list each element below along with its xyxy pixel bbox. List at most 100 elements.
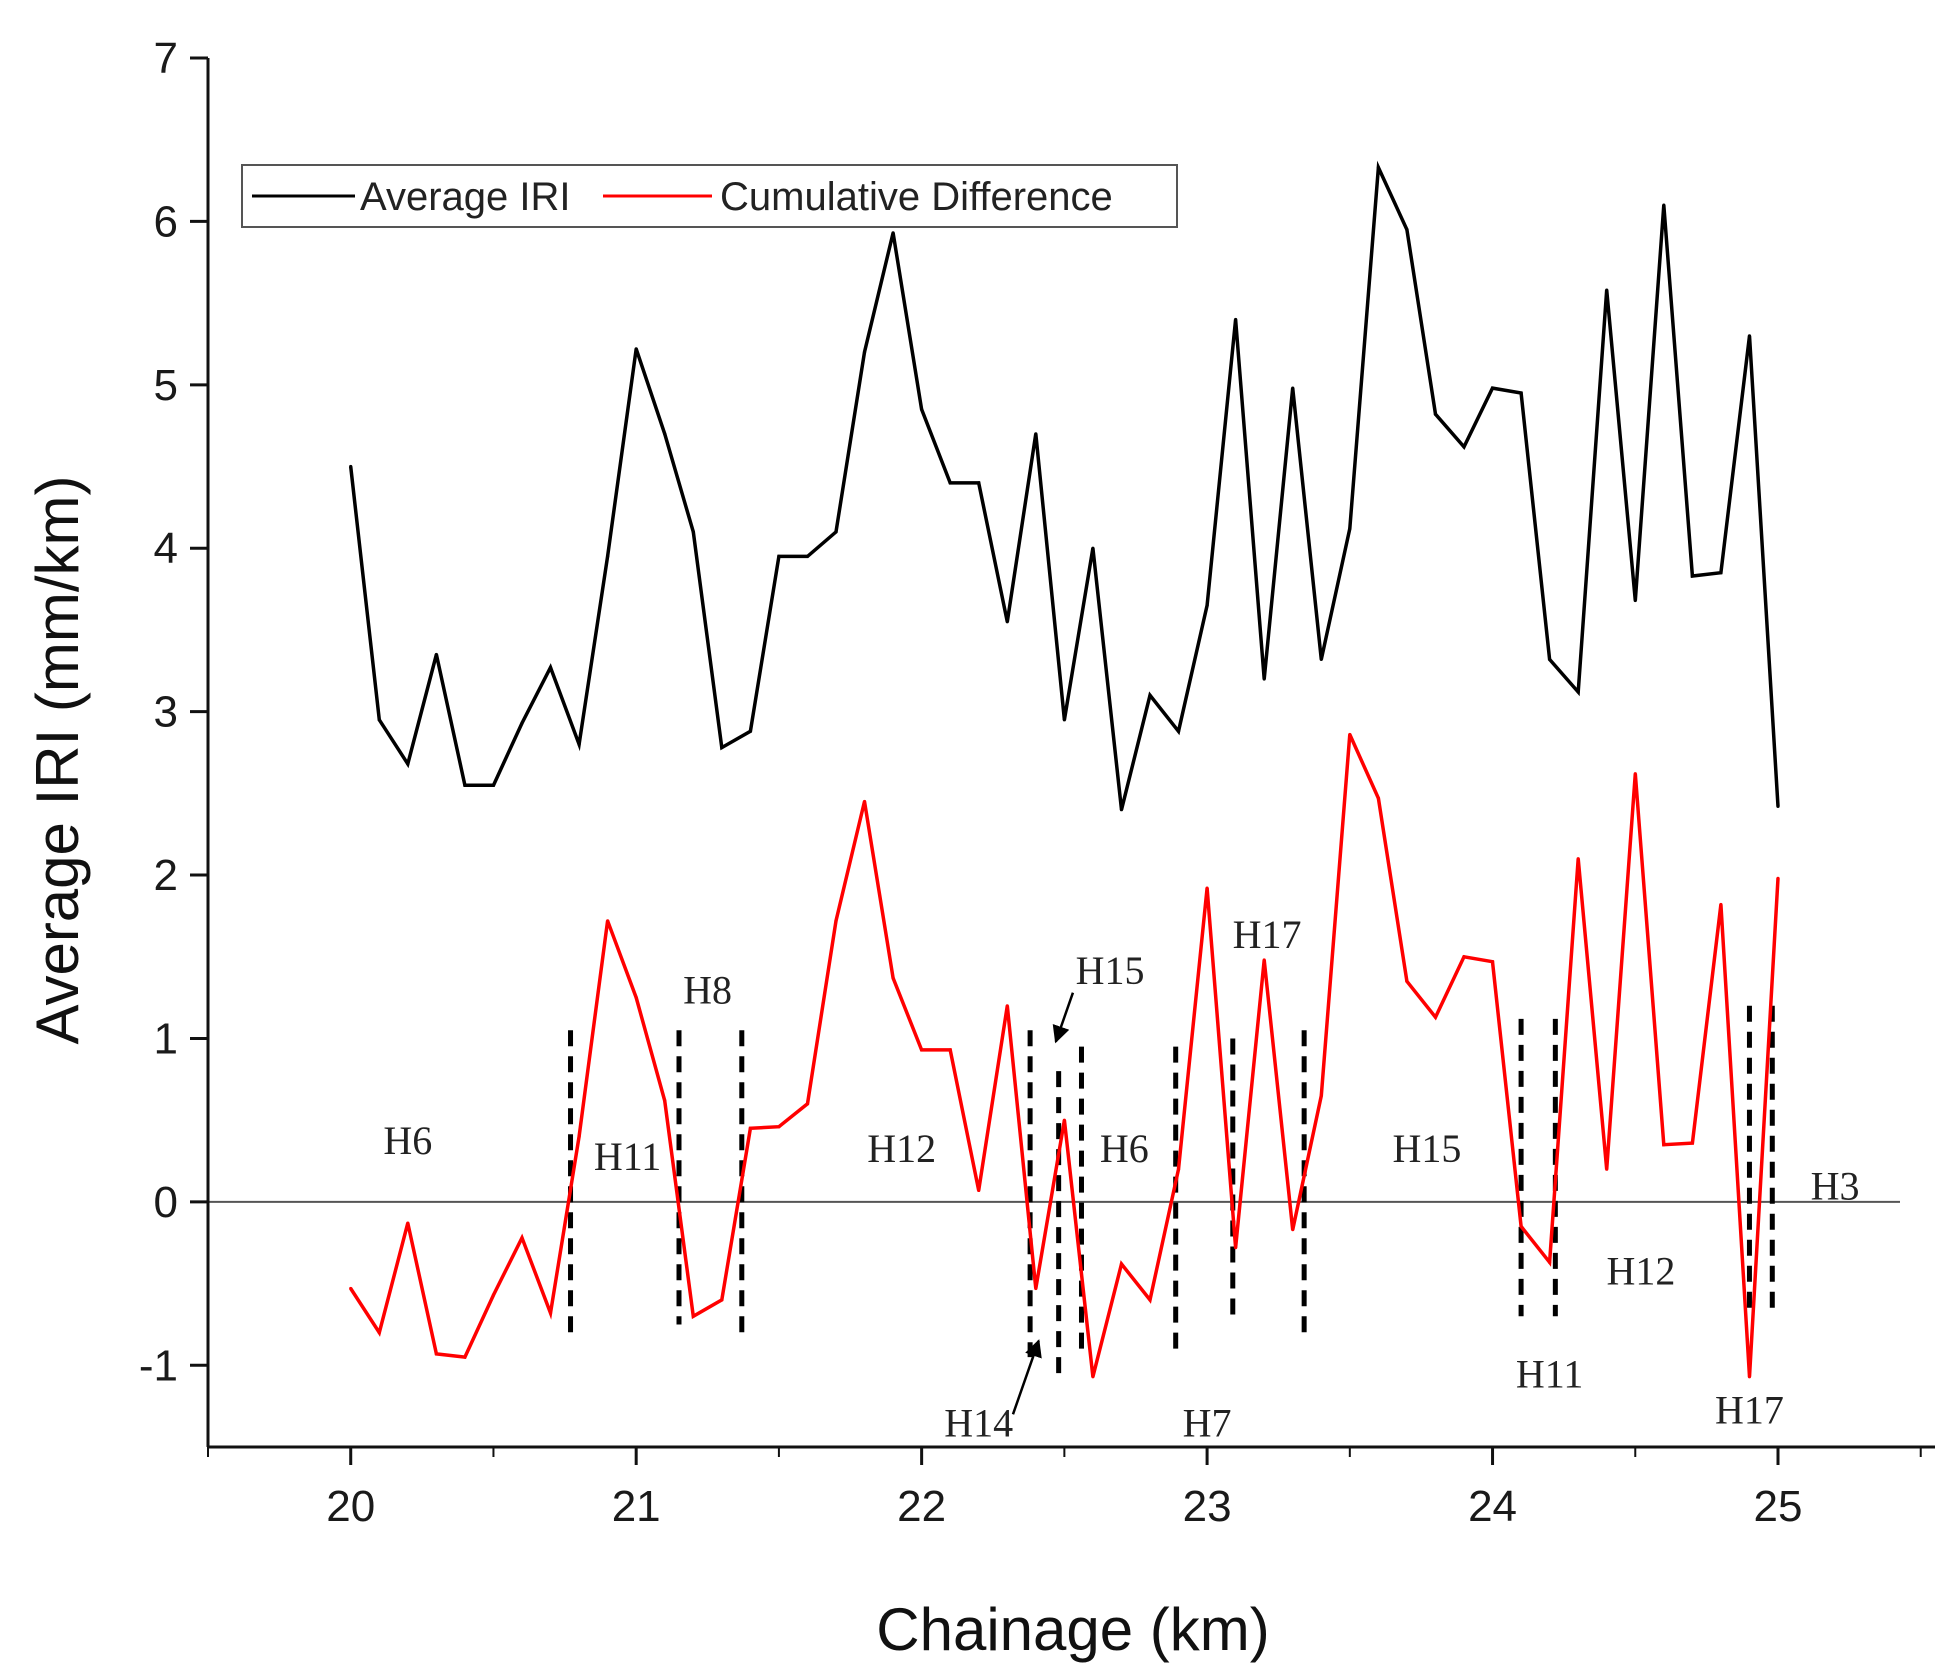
segment-boundary-layer (568, 1005, 1775, 1382)
data-point-average-iri (1376, 165, 1380, 170)
pointer-arrow-h14 (1011, 1339, 1042, 1415)
data-point-average-iri (634, 347, 638, 351)
series-line-average-iri (348, 160, 1780, 811)
data-point-average-iri (1062, 718, 1066, 722)
data-point-average-iri (1776, 804, 1780, 809)
y-tick-label: 4 (154, 524, 178, 573)
segment-label-h12: H12 (867, 1126, 936, 1171)
segment-label-h17: H17 (1233, 912, 1302, 957)
data-point-cumulative-difference (406, 1221, 410, 1225)
x-tick-label: 20 (326, 1482, 375, 1531)
segment-label-h8: H8 (683, 967, 732, 1012)
data-point-cumulative-difference (1405, 979, 1409, 983)
data-point-average-iri (1433, 412, 1438, 416)
data-point-average-iri (577, 742, 581, 746)
data-point-cumulative-difference (1005, 1004, 1009, 1008)
data-point-cumulative-difference (1319, 1094, 1323, 1098)
legend-label-average-iri: Average IRI (360, 175, 571, 219)
data-point-average-iri (1605, 288, 1609, 292)
data-point-average-iri (748, 729, 752, 733)
data-point-average-iri (1234, 317, 1238, 322)
data-point-cumulative-difference (1490, 960, 1495, 964)
y-tick-label: 1 (154, 1014, 178, 1063)
data-point-cumulative-difference (1034, 1286, 1038, 1291)
data-point-cumulative-difference (1662, 1143, 1666, 1147)
data-point-cumulative-difference (1348, 732, 1352, 737)
data-point-average-iri (1119, 808, 1124, 812)
data-point-cumulative-difference (491, 1293, 496, 1297)
y-tick-label: 5 (154, 361, 178, 410)
data-point-average-iri (1291, 386, 1295, 390)
data-point-average-iri (1205, 603, 1209, 608)
data-point-cumulative-difference (1062, 1118, 1066, 1122)
data-point-average-iri (920, 407, 924, 411)
segment-label-h7: H7 (1183, 1400, 1232, 1445)
data-point-cumulative-difference (1576, 857, 1580, 861)
segment-label-h17: H17 (1715, 1387, 1784, 1432)
data-point-cumulative-difference (1234, 1246, 1238, 1250)
data-point-cumulative-difference (720, 1298, 724, 1302)
data-point-cumulative-difference (1176, 1167, 1181, 1171)
segment-label-h11: H11 (1516, 1351, 1583, 1396)
data-point-average-iri (548, 665, 553, 670)
segment-label-h6: H6 (383, 1118, 432, 1163)
data-point-average-iri (891, 231, 895, 235)
data-point-average-iri (1405, 227, 1409, 232)
y-tick-label: 3 (154, 688, 178, 737)
data-point-cumulative-difference (1548, 1260, 1552, 1264)
y-tick-label: 7 (154, 34, 178, 83)
data-point-average-iri (377, 718, 381, 722)
data-point-average-iri (349, 464, 353, 469)
data-point-cumulative-difference (891, 976, 895, 980)
data-point-cumulative-difference (1605, 1167, 1609, 1171)
segment-label-h15: H15 (1076, 948, 1145, 993)
data-point-average-iri (862, 350, 867, 354)
data-point-average-iri (434, 652, 438, 657)
data-point-cumulative-difference (634, 996, 638, 1000)
segment-label-h14: H14 (944, 1400, 1013, 1445)
data-point-cumulative-difference (691, 1314, 695, 1318)
data-point-average-iri (691, 530, 695, 534)
data-point-cumulative-difference (1148, 1298, 1152, 1302)
data-point-cumulative-difference (1091, 1375, 1095, 1379)
legend: Average IRI Cumulative Difference (241, 164, 1178, 228)
data-point-average-iri (520, 721, 524, 725)
data-point-cumulative-difference (577, 1134, 581, 1139)
data-point-cumulative-difference (805, 1102, 810, 1106)
data-point-cumulative-difference (948, 1048, 952, 1052)
data-point-average-iri (1633, 598, 1637, 603)
data-point-cumulative-difference (548, 1311, 553, 1315)
data-point-cumulative-difference (1462, 955, 1466, 959)
x-tick-label: 21 (612, 1482, 661, 1531)
segment-label-h3: H3 (1811, 1164, 1860, 1209)
data-point-average-iri (1490, 386, 1495, 390)
segment-label-h6: H6 (1100, 1126, 1149, 1171)
data-point-cumulative-difference (1291, 1228, 1295, 1232)
data-point-average-iri (1262, 677, 1266, 681)
data-point-cumulative-difference (834, 919, 838, 923)
data-point-average-iri (491, 783, 496, 787)
data-point-cumulative-difference (606, 919, 610, 923)
data-point-cumulative-difference (520, 1236, 524, 1240)
data-point-average-iri (1690, 574, 1694, 578)
data-point-average-iri (720, 745, 724, 750)
data-point-average-iri (1548, 657, 1552, 661)
data-point-cumulative-difference (920, 1048, 924, 1052)
data-point-average-iri (663, 432, 667, 436)
pointer-arrow-h15 (1052, 992, 1075, 1044)
data-point-average-iri (948, 481, 952, 485)
data-point-average-iri (1319, 657, 1323, 661)
data-point-cumulative-difference (377, 1331, 381, 1335)
data-point-cumulative-difference (663, 1098, 667, 1103)
y-tick-label: -1 (139, 1341, 178, 1390)
data-point-average-iri (1576, 690, 1580, 694)
x-tick-label: 23 (1183, 1482, 1232, 1531)
data-point-average-iri (1034, 432, 1038, 436)
data-point-cumulative-difference (748, 1126, 752, 1130)
data-point-average-iri (1747, 334, 1752, 338)
x-tick-label: 22 (897, 1482, 946, 1531)
data-point-cumulative-difference (349, 1286, 353, 1291)
data-point-average-iri (977, 481, 981, 485)
